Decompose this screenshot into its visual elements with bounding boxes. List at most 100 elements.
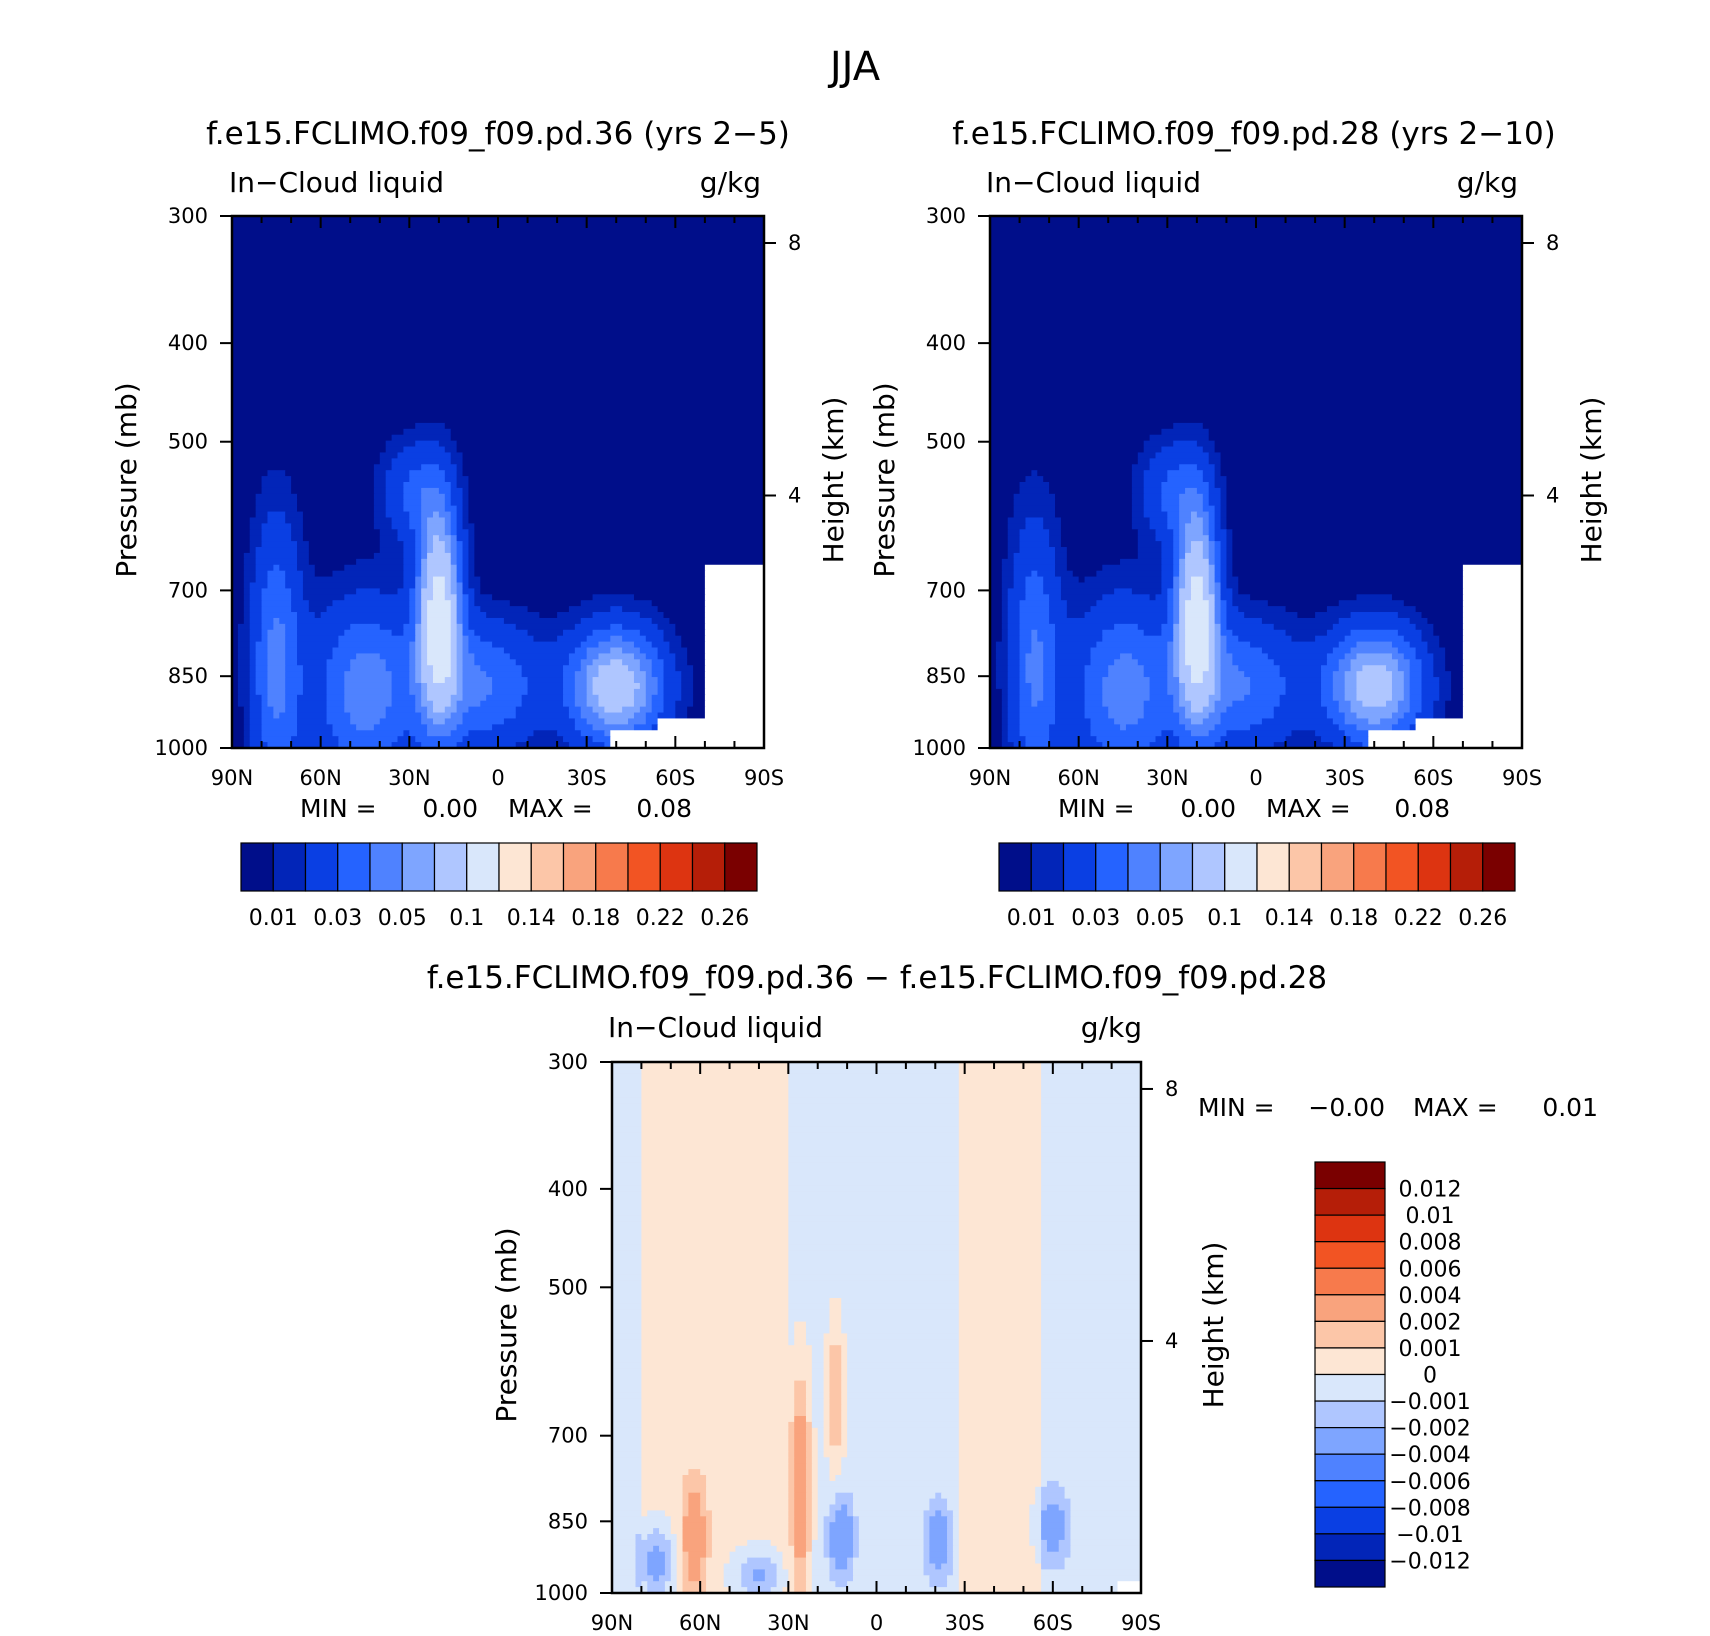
max-label: MAX = bbox=[1266, 794, 1351, 823]
field-cell bbox=[1244, 671, 1281, 678]
field-cell bbox=[811, 1416, 825, 1423]
field-cell bbox=[1409, 724, 1417, 731]
field-cell bbox=[823, 1404, 831, 1411]
field-cell bbox=[1332, 677, 1346, 684]
field-cell bbox=[805, 1380, 813, 1388]
field-cell bbox=[788, 1262, 960, 1270]
field-cell bbox=[858, 1516, 925, 1523]
field-cell bbox=[397, 535, 416, 542]
field-cell bbox=[1055, 712, 1086, 720]
field-cell bbox=[261, 487, 292, 495]
field-cell bbox=[1179, 523, 1186, 530]
field-cell bbox=[647, 1534, 666, 1541]
field-cell bbox=[835, 1516, 854, 1523]
field-cell bbox=[462, 517, 470, 524]
field-cell bbox=[1250, 677, 1287, 684]
field-cell bbox=[704, 647, 765, 655]
field-cell bbox=[929, 1534, 948, 1541]
field-cell bbox=[788, 1286, 960, 1293]
field-cell bbox=[563, 677, 576, 684]
field-cell bbox=[1220, 671, 1245, 678]
field-cell bbox=[847, 1357, 960, 1364]
field-cell bbox=[1173, 564, 1180, 572]
field-cell bbox=[468, 635, 481, 643]
field-cell bbox=[1041, 1227, 1142, 1234]
field-cell bbox=[415, 736, 464, 743]
field-cell bbox=[1131, 517, 1151, 524]
field-cell bbox=[391, 434, 452, 442]
field-cell bbox=[612, 1115, 642, 1122]
field-cell bbox=[1137, 718, 1180, 725]
field-cell bbox=[249, 517, 269, 524]
field-cell bbox=[1041, 1185, 1142, 1193]
field-cell bbox=[249, 688, 257, 696]
field-cell bbox=[641, 1374, 813, 1382]
field-cell bbox=[805, 1575, 813, 1582]
field-cell bbox=[1315, 635, 1346, 643]
field-cell bbox=[326, 694, 345, 702]
field-cell bbox=[811, 1392, 825, 1399]
field-cell bbox=[612, 1174, 642, 1181]
field-cell bbox=[675, 653, 688, 660]
field-cell bbox=[1427, 641, 1440, 649]
y-tick-label: 1000 bbox=[155, 736, 208, 760]
field-cell bbox=[770, 1557, 784, 1565]
colorbar-label: 0.01 bbox=[249, 906, 298, 931]
field-cell bbox=[817, 1439, 825, 1447]
field-cell bbox=[267, 647, 286, 655]
field-cell bbox=[421, 552, 428, 560]
field-cell bbox=[421, 523, 428, 530]
field-cell bbox=[612, 1404, 642, 1411]
field-cell bbox=[1041, 1315, 1142, 1323]
field-cell bbox=[243, 558, 257, 566]
field-cell bbox=[1190, 547, 1204, 554]
field-cell bbox=[527, 736, 564, 743]
field-cell bbox=[1029, 1534, 1042, 1541]
x-tick-label: 0 bbox=[491, 766, 504, 790]
field-cell bbox=[308, 541, 381, 548]
field-cell bbox=[841, 1303, 960, 1311]
field-cell bbox=[788, 1486, 795, 1494]
field-cell bbox=[462, 493, 470, 501]
field-cell bbox=[829, 1357, 842, 1364]
field-cell bbox=[450, 541, 458, 548]
field-cell bbox=[232, 322, 765, 329]
field-cell bbox=[704, 629, 765, 637]
field-cell bbox=[1060, 529, 1139, 536]
field-cell bbox=[232, 635, 239, 643]
field-cell bbox=[675, 665, 694, 672]
field-cell bbox=[847, 1416, 960, 1423]
field-cell bbox=[255, 677, 269, 684]
y-axis-label: Pressure (mb) bbox=[490, 1227, 523, 1422]
field-cell bbox=[285, 647, 298, 655]
field-cell bbox=[456, 600, 464, 607]
field-cell bbox=[829, 1528, 854, 1535]
field-cell bbox=[788, 1333, 795, 1340]
field-cells bbox=[232, 216, 765, 749]
field-cell bbox=[811, 1380, 825, 1388]
field-cell bbox=[663, 700, 676, 708]
field-cell bbox=[1173, 653, 1180, 660]
field-cell bbox=[427, 558, 452, 566]
field-cell bbox=[990, 434, 1151, 442]
field-cell bbox=[682, 1498, 690, 1506]
field-cell bbox=[1173, 570, 1180, 578]
field-cell bbox=[794, 1327, 807, 1334]
field-cell bbox=[421, 688, 428, 696]
field-cell bbox=[1161, 493, 1180, 501]
field-cell bbox=[612, 1451, 642, 1458]
field-cell bbox=[641, 1132, 789, 1140]
field-cell bbox=[823, 1333, 848, 1340]
field-cell bbox=[929, 1557, 948, 1565]
field-cell bbox=[344, 688, 393, 696]
field-cell bbox=[1041, 1551, 1072, 1559]
field-cell bbox=[249, 706, 263, 714]
field-cell bbox=[711, 1534, 789, 1541]
field-cell bbox=[641, 1156, 789, 1163]
field-cell bbox=[462, 552, 470, 560]
field-cell bbox=[267, 677, 286, 684]
field-cell bbox=[1462, 694, 1523, 702]
x-tick-label: 30S bbox=[1325, 766, 1365, 790]
field-cell bbox=[706, 1522, 713, 1529]
field-cell bbox=[635, 1557, 648, 1565]
